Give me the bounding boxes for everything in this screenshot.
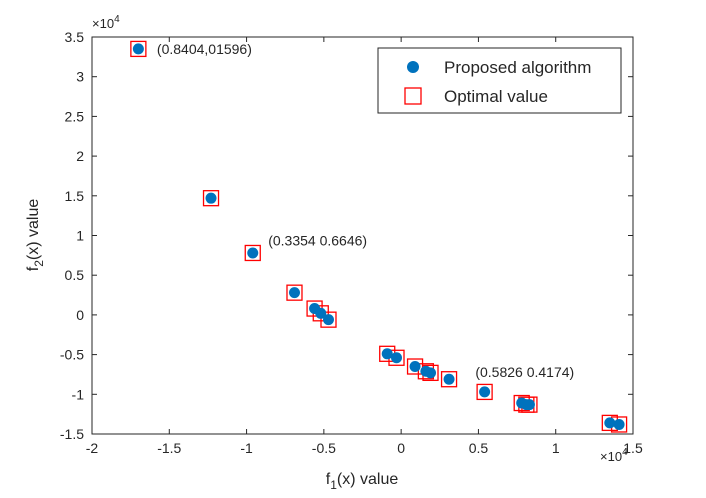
proposed-algorithm-point <box>247 247 259 259</box>
proposed-algorithm-point <box>132 43 144 55</box>
x-tick-label: 1 <box>552 440 560 456</box>
legend-marker-optimal <box>404 87 422 105</box>
proposed-algorithm-point <box>479 386 491 398</box>
y-tick-label: 1.5 <box>65 188 85 204</box>
optimal-value-square <box>440 371 458 388</box>
y-tick-label: 0 <box>76 307 84 323</box>
y-tick-label: 1 <box>76 228 84 244</box>
optimal-value-square <box>286 284 303 301</box>
x-tick-label: 0.5 <box>469 440 489 456</box>
y-tick-label: -1 <box>72 386 85 402</box>
proposed-algorithm-point <box>391 352 403 364</box>
optimal-value-square <box>244 244 261 262</box>
legend-marker-proposed <box>407 61 419 73</box>
data-marks <box>130 40 628 433</box>
point-annotation: (0.5826 0.4174) <box>475 364 574 380</box>
proposed-algorithm-point <box>604 417 616 429</box>
x-tick-label: -1 <box>240 440 253 456</box>
x-axis-label: f1(x) value <box>326 471 399 492</box>
optimal-value-square <box>202 190 220 207</box>
y-axis-label: f2(x) value <box>25 199 46 272</box>
x-tick-label: -1.5 <box>157 440 181 456</box>
y-tick-label: 0.5 <box>65 267 85 283</box>
point-annotation: (0.3354 0.6646) <box>268 232 367 248</box>
point-annotation: (0.8404,01596) <box>157 41 252 57</box>
optimal-value-square <box>130 40 147 58</box>
y-tick-label: 3 <box>76 69 84 85</box>
x-tick-label: 1.5 <box>623 440 643 456</box>
y-tick-label: 3.5 <box>65 29 85 45</box>
proposed-algorithm-point <box>205 192 217 204</box>
x-tick-label: -0.5 <box>312 440 336 456</box>
proposed-algorithm-point <box>613 418 625 430</box>
y-tick-label: -0.5 <box>60 347 84 363</box>
x-exponent-label: ×104 <box>600 447 628 464</box>
y-tick-label: -1.5 <box>60 426 84 442</box>
proposed-algorithm-point <box>381 348 393 360</box>
y-tick-label: 2.5 <box>65 108 85 124</box>
axes-group: -2 -1.5 -1 -0.5 0 0.5 1 1.5-1.5-1-0.500.511.522… <box>60 29 643 456</box>
optimal-value-square <box>320 311 337 328</box>
annotations: (0.8404,01596) (0.3354 0.6646) (0.5826 0.4… <box>157 41 574 380</box>
proposed-algorithm-point <box>523 399 535 411</box>
y-tick-label: 2 <box>76 148 84 164</box>
proposed-algorithm-point <box>409 361 421 373</box>
proposed-algorithm-point <box>322 314 334 326</box>
legend: Proposed algorithm Optimal value <box>377 47 622 114</box>
proposed-algorithm-point <box>443 373 455 385</box>
optimal-value-square <box>476 383 493 401</box>
legend-label-proposed: Proposed algorithm <box>444 58 591 77</box>
x-tick-label: -2 <box>86 440 99 456</box>
proposed-algorithm-point <box>288 287 300 299</box>
legend-box <box>377 47 622 114</box>
y-exponent-label: ×104 <box>92 14 120 31</box>
proposed-algorithm-point <box>425 367 437 379</box>
x-tick-label: 0 <box>397 440 405 456</box>
legend-label-optimal: Optimal value <box>444 87 548 106</box>
proposed-algorithm-point <box>315 307 327 319</box>
